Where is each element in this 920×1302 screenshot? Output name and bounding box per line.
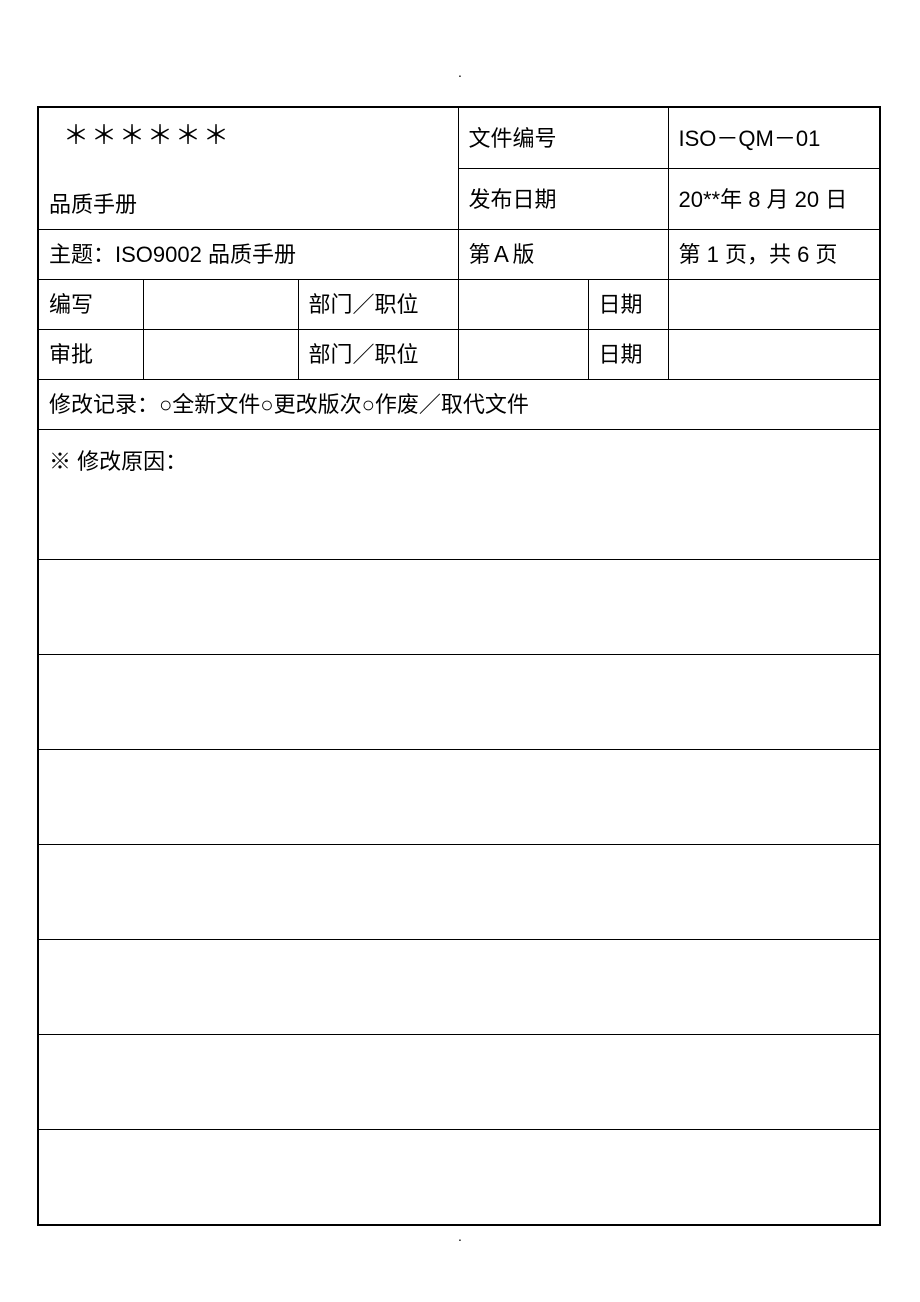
doc-number-label-cell: 文件编号: [458, 107, 668, 169]
page-dot-top: .: [458, 64, 462, 80]
blank-row-3: [38, 750, 880, 845]
write-date-value-cell: [668, 280, 880, 330]
page-dot-bottom: .: [458, 1228, 462, 1244]
write-label-cell: 编写: [38, 280, 143, 330]
version-cell: 第Ａ版: [458, 230, 668, 280]
doc-number-value-cell: ISO－QM－01: [668, 107, 880, 169]
write-date-label-cell: 日期: [588, 280, 668, 330]
blank-row-1: [38, 560, 880, 655]
revision-reason-cell: ※ 修改原因：: [38, 430, 880, 560]
blank-row-5: [38, 940, 880, 1035]
revision-record-cell: 修改记录：○全新文件○更改版次○作废／取代文件: [38, 380, 880, 430]
approve-dept-value-cell: [458, 330, 588, 380]
blank-row-4: [38, 845, 880, 940]
write-value-cell: [143, 280, 298, 330]
write-dept-value-cell: [458, 280, 588, 330]
manual-title: 品质手册: [49, 192, 137, 217]
approve-date-value-cell: [668, 330, 880, 380]
header-company-cell: ＊＊＊＊＊＊ 品质手册: [38, 107, 458, 230]
issue-date-label-cell: 发布日期: [458, 169, 668, 230]
approve-label-cell: 审批: [38, 330, 143, 380]
subject-cell: 主题：ISO9002 品质手册: [38, 230, 458, 280]
approve-value-cell: [143, 330, 298, 380]
blank-row-7: [38, 1130, 880, 1225]
write-dept-label-cell: 部门／职位: [298, 280, 458, 330]
company-placeholder: ＊＊＊＊＊＊: [63, 116, 448, 155]
blank-row-6: [38, 1035, 880, 1130]
approve-dept-label-cell: 部门／职位: [298, 330, 458, 380]
page-cell: 第 1 页，共 6 页: [668, 230, 880, 280]
issue-date-value-cell: 20**年 8 月 20 日: [668, 169, 880, 230]
document-form-table: ＊＊＊＊＊＊ 品质手册 文件编号 ISO－QM－01 发布日期 20**年 8 …: [37, 106, 881, 1226]
approve-date-label-cell: 日期: [588, 330, 668, 380]
blank-row-2: [38, 655, 880, 750]
